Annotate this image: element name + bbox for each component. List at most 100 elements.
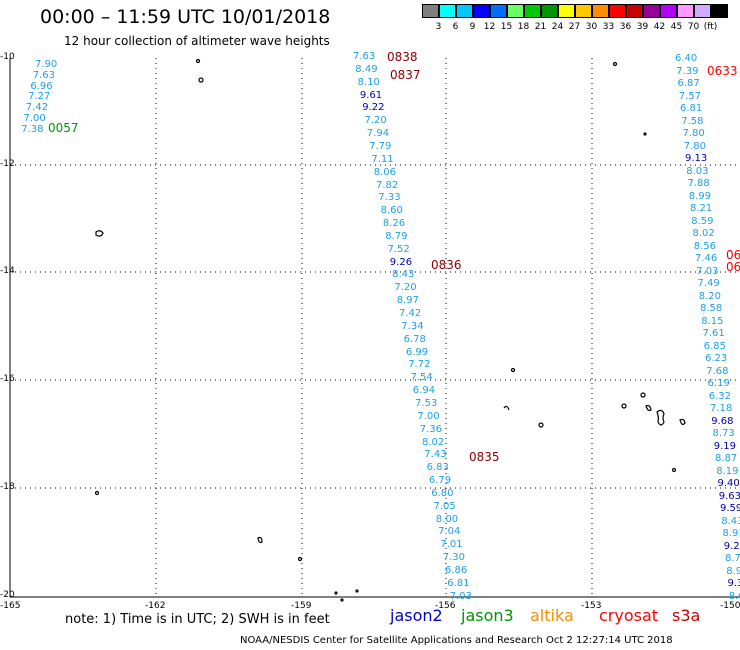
island-12 — [656, 409, 665, 426]
pass-time-label: 0057 — [48, 121, 79, 135]
island-15 — [94, 490, 100, 496]
credit-line: NOAA/NESDIS Center for Satellite Applica… — [240, 635, 673, 646]
pass-time-label: 0836 — [431, 258, 462, 272]
track-c-value: 9.19 — [713, 440, 737, 452]
track-b-value: 7.79 — [369, 140, 392, 152]
island-11 — [645, 404, 652, 412]
track-a-value: 7.00 — [23, 113, 46, 124]
track-b-value: 6.81 — [447, 577, 470, 589]
track-b-value: 7.20 — [394, 282, 417, 294]
color-scale-label: 27 — [568, 22, 581, 32]
x-axis-label: -150 — [720, 601, 740, 611]
island-14 — [671, 467, 677, 473]
track-c-value: 8.91 — [722, 528, 740, 539]
track-b-value: 8.79 — [385, 230, 408, 242]
color-scale-swatch — [490, 4, 507, 18]
color-scale-swatch — [507, 4, 524, 18]
track-c-value: 9.68 — [711, 415, 734, 427]
track-c-value: 7.80 — [682, 128, 705, 139]
island-9 — [640, 392, 646, 398]
color-scale-label: 21 — [534, 22, 547, 32]
track-c-value: 6.87 — [677, 78, 700, 89]
track-b-value: 6.99 — [405, 346, 429, 358]
track-c-value: 7.68 — [706, 365, 729, 377]
color-scale-label: 30 — [585, 22, 598, 32]
track-b-value: 6.83 — [426, 462, 449, 474]
color-scale-swatch — [660, 4, 677, 18]
color-scale-label: 24 — [551, 22, 564, 32]
track-b-value: 7.63 — [353, 51, 376, 62]
island-4 — [643, 132, 647, 136]
track-b-value: 7.11 — [371, 153, 394, 165]
satellite-legend-jason2: jason2 — [390, 606, 443, 625]
color-scale-swatch — [694, 4, 711, 18]
color-scale-label: 42 — [653, 22, 666, 32]
color-scale-label: 6 — [452, 22, 459, 32]
track-a-value: 7.27 — [28, 91, 51, 103]
track-c-value: 7.80 — [683, 140, 707, 152]
island-13 — [679, 418, 686, 426]
x-axis-label: -162 — [145, 601, 166, 611]
track-c-value: 9.63 — [718, 490, 740, 502]
color-scale-swatch — [558, 4, 575, 18]
color-scale-label: 3 — [435, 22, 442, 32]
track-b-value: 7.33 — [378, 192, 401, 204]
track-c-value: 9.26 — [723, 540, 740, 552]
x-axis-label: -156 — [435, 601, 456, 611]
track-c-value: 8.02 — [692, 228, 715, 239]
track-b-value: 7.30 — [442, 552, 465, 564]
track-c-value: 9.13 — [685, 153, 708, 164]
x-axis-label: -159 — [291, 601, 312, 611]
color-scale-swatch — [643, 4, 660, 18]
track-c-value: 8.21 — [690, 203, 713, 214]
track-b-value: 8.60 — [380, 205, 403, 217]
track-c-value: 6.81 — [680, 103, 703, 114]
color-scale-swatch — [575, 4, 592, 18]
island-1 — [195, 58, 201, 64]
track-b-value: 6.79 — [428, 475, 452, 487]
track-c-value: 7.46 — [695, 253, 718, 264]
track-b-value: 7.53 — [415, 397, 438, 409]
track-b-value: 7.82 — [376, 179, 399, 191]
x-axis-label: -153 — [581, 601, 602, 611]
track-b-value: 8.00 — [435, 513, 459, 525]
track-b-value: 7.52 — [387, 243, 410, 255]
track-b-value: 8.10 — [357, 76, 380, 88]
color-scale-swatch — [541, 4, 558, 18]
island-5 — [95, 230, 104, 237]
track-b-value: 9.22 — [362, 102, 385, 114]
track-c-value: 9.37 — [727, 578, 740, 589]
color-scale-swatch — [711, 4, 728, 18]
track-c-value: 8.19 — [716, 465, 739, 477]
color-scale-label: 15 — [500, 22, 513, 32]
track-c-value: 7.88 — [687, 178, 710, 189]
satellite-legend-cryosat: cryosat — [599, 606, 659, 625]
track-c-value: 8.43 — [721, 515, 740, 527]
track-c-value: 8.59 — [691, 215, 714, 227]
track-c-value: 8.73 — [712, 428, 735, 439]
track-c-value: 8.03 — [686, 165, 709, 177]
y-axis-label: -12 — [0, 159, 15, 169]
pass-time-label: 0838 — [387, 50, 418, 64]
y-axis-label: -18 — [0, 482, 15, 492]
color-scale-label: 33 — [602, 22, 615, 32]
satellite-legend-altika: altika — [530, 606, 574, 625]
color-scale-swatch — [609, 4, 626, 18]
track-c-value: 7.49 — [697, 278, 720, 289]
track-c-value: 9.59 — [720, 503, 740, 514]
track-c-value: 6.40 — [675, 53, 698, 64]
color-scale-label: 39 — [636, 22, 649, 32]
track-b-value: 6.78 — [403, 333, 426, 345]
track-b-value: 7.94 — [366, 128, 390, 140]
track-b-value: 8.97 — [396, 295, 419, 307]
color-scale-label: 70 — [687, 22, 700, 32]
island-20 — [340, 598, 344, 602]
track-b-value: 7.01 — [440, 539, 463, 551]
track-a-value: 7.38 — [21, 123, 44, 135]
track-c-value: 8.20 — [698, 290, 722, 302]
track-c-value: 8.15 — [701, 315, 724, 327]
pass-time-label: 0633 — [707, 64, 738, 78]
y-axis-label: -20 — [0, 590, 15, 600]
track-b-value: 6.86 — [445, 565, 468, 576]
track-b-value: 8.49 — [355, 63, 378, 75]
